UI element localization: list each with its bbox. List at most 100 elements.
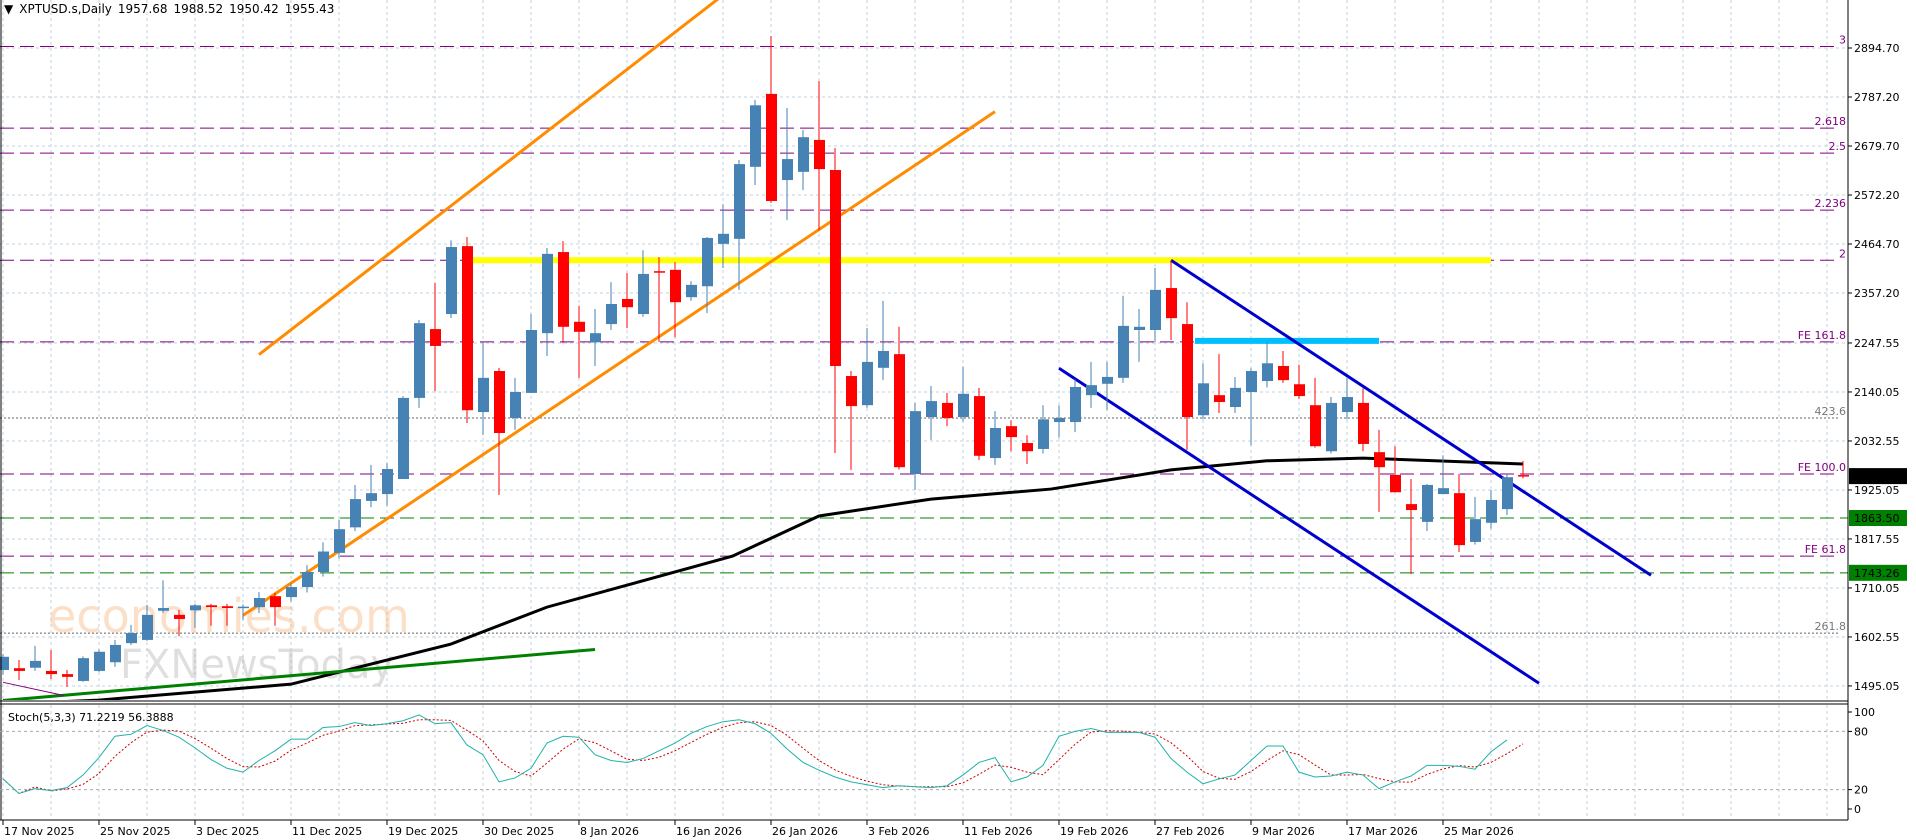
- candle: [46, 649, 57, 680]
- candle: [1390, 446, 1401, 493]
- fib-level-label: 2.236: [1815, 197, 1847, 210]
- candle-body: [574, 321, 585, 332]
- candle-body: [142, 614, 153, 640]
- candle-body: [78, 658, 89, 681]
- triangle-down-icon[interactable]: ▼: [4, 2, 14, 16]
- support-price-badge: 1743.26: [1854, 567, 1900, 580]
- date-axis-label: 19 Dec 2025: [388, 825, 458, 838]
- candle-body: [1198, 383, 1209, 416]
- date-axis-label: 11 Feb 2026: [964, 825, 1032, 838]
- candle-body: [670, 269, 681, 303]
- candle: [590, 309, 601, 367]
- candle: [1438, 455, 1449, 495]
- date-axis-label: 3 Dec 2025: [196, 825, 259, 838]
- chart-header: ▼ XPTUSD.s,Daily 1957.68 1988.52 1950.42 1955…: [4, 2, 340, 16]
- fib-level-label: 2: [1839, 247, 1846, 260]
- descending-channel-lower-trendline: [1058, 367, 1540, 685]
- candle-body: [1086, 385, 1097, 396]
- candle-body: [1326, 402, 1337, 452]
- candle: [462, 237, 473, 423]
- stoch-label: Stoch(5,3,3) 71.2219 56.3888: [8, 711, 174, 724]
- candle-body: [718, 233, 729, 244]
- candle: [814, 81, 825, 231]
- candle: [366, 464, 377, 508]
- candle-body: [1518, 475, 1529, 477]
- price-axis-label: 2357.20: [1854, 287, 1900, 300]
- candle-body: [862, 361, 873, 406]
- candle-body: [0, 656, 9, 671]
- candle: [1086, 361, 1097, 408]
- candle-body: [494, 371, 505, 434]
- candle: [926, 386, 937, 440]
- ohlc-open: 1957.68: [117, 2, 168, 16]
- candle-body: [910, 411, 921, 475]
- candle-body: [1102, 376, 1113, 384]
- candle: [1022, 435, 1033, 464]
- candle-body: [1054, 417, 1065, 423]
- candle: [30, 645, 41, 671]
- candle-body: [814, 139, 825, 170]
- candle: [1422, 484, 1433, 531]
- price-axis-label: 1710.05: [1854, 582, 1900, 595]
- candle-body: [398, 397, 409, 480]
- candle: [270, 592, 281, 626]
- candle-body: [638, 273, 649, 315]
- price-axis-label: 2140.05: [1854, 386, 1900, 399]
- stoch-axis-label: 20: [1854, 784, 1868, 797]
- candle: [350, 484, 361, 531]
- candle: [830, 148, 841, 454]
- long-term-support-trendline: [2, 648, 596, 700]
- candle-body: [1374, 452, 1385, 468]
- candle: [1326, 396, 1337, 454]
- candle-body: [46, 670, 57, 675]
- candle: [1038, 405, 1049, 454]
- candle-body: [782, 159, 793, 181]
- watermark-logo: FXNewsToday: [120, 642, 394, 688]
- stoch-axis-label: 100: [1854, 706, 1875, 719]
- candle: [62, 670, 73, 687]
- candle: [1310, 377, 1321, 448]
- price-axis-label: 1925.05: [1854, 484, 1900, 497]
- candle-body: [1118, 325, 1129, 378]
- support-price-badge: 1863.50: [1854, 512, 1900, 525]
- candle: [478, 341, 489, 435]
- candle-body: [1406, 504, 1417, 511]
- ohlc-high: 1988.52: [173, 2, 224, 16]
- candle-body: [526, 329, 537, 393]
- candle: [286, 583, 297, 602]
- candle-body: [766, 93, 777, 202]
- candle-body: [1134, 326, 1145, 330]
- candle: [1166, 260, 1177, 341]
- candle-body: [1470, 519, 1481, 542]
- candle-body: [62, 674, 73, 677]
- candle-body: [1342, 396, 1353, 413]
- candle-body: [1486, 500, 1497, 523]
- fib-level-label: 423.6: [1815, 405, 1847, 418]
- candle: [430, 283, 441, 392]
- fib-level-label: 3: [1839, 33, 1846, 46]
- candle: [158, 580, 169, 614]
- stoch-axis-label: 80: [1854, 725, 1868, 738]
- candle-body: [254, 598, 265, 608]
- candle: [238, 604, 249, 620]
- date-axis-label: 9 Mar 2026: [1252, 825, 1315, 838]
- date-axis-label: 19 Feb 2026: [1060, 825, 1128, 838]
- candle: [1502, 474, 1513, 516]
- candle-body: [750, 105, 761, 167]
- candle: [1454, 474, 1465, 552]
- candle: [1006, 420, 1017, 452]
- candle-body: [1310, 405, 1321, 447]
- candle: [446, 240, 457, 319]
- candle: [126, 624, 137, 645]
- candle: [1342, 376, 1353, 420]
- candle-body: [1358, 402, 1369, 444]
- candle: [542, 247, 553, 356]
- candle: [526, 314, 537, 393]
- candle-body: [1390, 474, 1401, 493]
- candle-body: [686, 284, 697, 298]
- candle: [1150, 268, 1161, 342]
- current-price-badge: 1955.43: [1854, 470, 1900, 483]
- candle-body: [878, 350, 889, 368]
- candle: [1262, 341, 1273, 388]
